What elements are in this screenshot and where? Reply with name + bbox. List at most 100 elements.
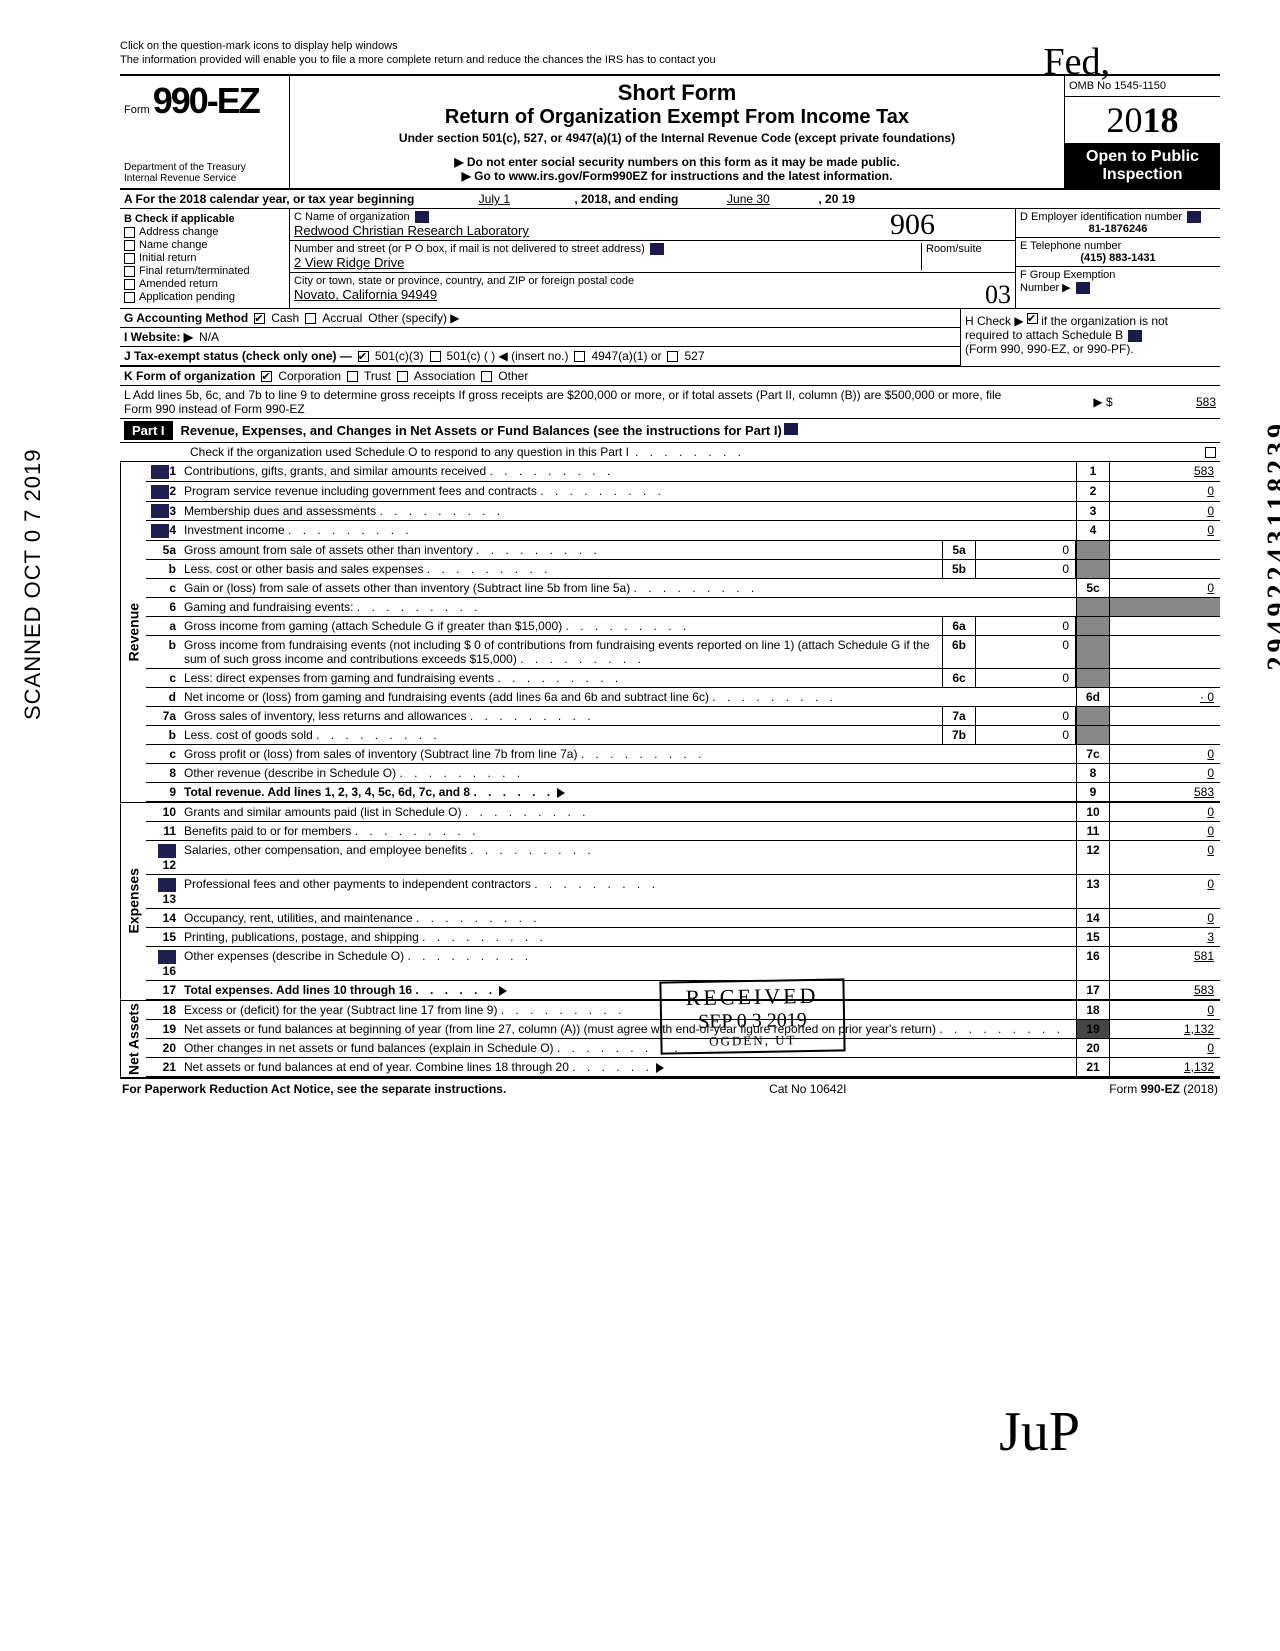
line-right-number: 17: [1076, 981, 1110, 999]
cb-final-return[interactable]: Final return/terminated: [124, 265, 285, 277]
cb-assoc[interactable]: [397, 371, 408, 382]
cb-schedule-o[interactable]: [1205, 447, 1216, 458]
row-i-label: I Website: ▶: [124, 330, 193, 344]
help-icon[interactable]: [151, 465, 169, 479]
line-description: Grants and similar amounts paid (list in…: [180, 803, 1076, 821]
cb-trust[interactable]: [347, 371, 358, 382]
line-description: Benefits paid to or for members . . . . …: [180, 822, 1076, 840]
cb-501c3[interactable]: [358, 351, 369, 362]
cb-address-change[interactable]: Address change: [124, 226, 285, 238]
cb-accrual[interactable]: [305, 313, 316, 324]
help-icon[interactable]: [158, 844, 176, 858]
line-right-value: 0: [1110, 803, 1220, 821]
room-suite-label: Room/suite: [921, 243, 1011, 270]
form-line: 12Salaries, other compensation, and empl…: [146, 841, 1220, 875]
line-right-number: 21: [1076, 1058, 1110, 1076]
line-mid-value: 0: [976, 707, 1076, 725]
line-right-number: 11: [1076, 822, 1110, 840]
line-mid-value: 0: [976, 560, 1076, 578]
handwriting-906: 906: [890, 208, 935, 242]
line-number: 15: [146, 928, 180, 946]
row-i: I Website: ▶ N/A: [120, 328, 960, 347]
website-value: N/A: [199, 330, 219, 344]
row-h-text2: if the organization is not: [1041, 314, 1168, 328]
box-b: B Check if applicable Address change Nam…: [120, 209, 290, 308]
page-footer: For Paperwork Reduction Act Notice, see …: [120, 1079, 1220, 1099]
side-doc-number: 29492243118239: [1262, 420, 1280, 670]
street-value: 2 View Ridge Drive: [294, 255, 404, 270]
cb-501c[interactable]: [430, 351, 441, 362]
line-right-number: 1: [1076, 462, 1110, 481]
help-icon[interactable]: [151, 504, 169, 518]
row-k-label: K Form of organization: [124, 369, 255, 383]
year-prefix: 20: [1107, 100, 1143, 140]
phone-label: E Telephone number: [1020, 240, 1121, 252]
box-def: D Employer identification number 81-1876…: [1015, 209, 1220, 308]
cb-schedule-b[interactable]: [1027, 313, 1038, 324]
line-right-value: 0: [1110, 764, 1220, 782]
line-number: 6: [146, 598, 180, 616]
501c-label: 501(c) ( ) ◀ (insert no.): [447, 349, 569, 363]
line-description: Other revenue (describe in Schedule O) .…: [180, 764, 1076, 782]
part-i-schedule-o-check: Check if the organization used Schedule …: [120, 443, 1220, 462]
line-number: 19: [146, 1020, 180, 1038]
line-right-value: · 0: [1110, 688, 1220, 706]
form-line: cLess: direct expenses from gaming and f…: [146, 669, 1220, 688]
cb-corporation[interactable]: [261, 371, 272, 382]
box-b-title: B Check if applicable: [124, 213, 235, 225]
help-icon[interactable]: [1128, 330, 1142, 342]
cb-app-pending[interactable]: Application pending: [124, 291, 285, 303]
line-description: Less: direct expenses from gaming and fu…: [180, 669, 942, 687]
line-number: d: [146, 688, 180, 706]
line-number: 18: [146, 1001, 180, 1019]
cb-final-label: Final return/terminated: [139, 265, 250, 277]
line-right-value: 0: [1110, 909, 1220, 927]
form-line: aGross income from gaming (attach Schedu…: [146, 617, 1220, 636]
open-line1: Open to Public: [1067, 148, 1218, 166]
trust-label: Trust: [364, 369, 391, 383]
cb-initial-return[interactable]: Initial return: [124, 252, 285, 264]
help-icon[interactable]: [1187, 211, 1201, 223]
line-right-shaded-val: [1110, 617, 1220, 635]
line-right-number: 12: [1076, 841, 1110, 874]
cb-other-org[interactable]: [481, 371, 492, 382]
omb-number: OMB No 1545-1150: [1065, 76, 1220, 97]
arrow-icon: [499, 986, 507, 996]
expenses-label: Expenses: [120, 803, 146, 999]
line-right-value: 583: [1110, 981, 1220, 999]
line-right-number: 3: [1076, 502, 1110, 521]
help-icon[interactable]: [1076, 282, 1090, 294]
cb-4947[interactable]: [574, 351, 585, 362]
help-icon[interactable]: [650, 243, 664, 255]
help-icon[interactable]: [151, 485, 169, 499]
form-line: 10Grants and similar amounts paid (list …: [146, 803, 1220, 822]
501c3-label: 501(c)(3): [375, 349, 424, 363]
return-title: Return of Organization Exempt From Incom…: [298, 106, 1056, 129]
form-line: 2Program service revenue including gover…: [146, 482, 1220, 502]
line-right-shaded-val: [1110, 560, 1220, 578]
help-icon[interactable]: [784, 423, 798, 435]
line-right-shaded: [1076, 669, 1110, 687]
open-inspection: Open to Public Inspection: [1065, 144, 1220, 188]
corp-label: Corporation: [278, 369, 341, 383]
help-icon[interactable]: [158, 878, 176, 892]
line-right-number: 9: [1076, 783, 1110, 801]
line-right-shaded: [1076, 636, 1110, 668]
cb-name-label: Name change: [139, 239, 208, 251]
line-description: Membership dues and assessments . . . . …: [180, 502, 1076, 521]
line-right-value: 0: [1110, 502, 1220, 521]
cb-527[interactable]: [667, 351, 678, 362]
cb-amended[interactable]: Amended return: [124, 278, 285, 290]
received-stamp: RECEIVED SEP 0 3 2019 OGDEN, UT: [659, 978, 845, 1054]
line-description: Gain or (loss) from sale of assets other…: [180, 579, 1076, 597]
identity-block: B Check if applicable Address change Nam…: [120, 209, 1220, 309]
cb-cash[interactable]: [254, 313, 265, 324]
help-icon[interactable]: [151, 524, 169, 538]
part-i-title: Revenue, Expenses, and Changes in Net As…: [181, 423, 782, 438]
line-number: 10: [146, 803, 180, 821]
line-description: Gross amount from sale of assets other t…: [180, 541, 942, 559]
help-icon[interactable]: [158, 950, 176, 964]
line-mid-value: 0: [976, 636, 1076, 668]
cb-name-change[interactable]: Name change: [124, 239, 285, 251]
help-icon[interactable]: [415, 211, 429, 223]
